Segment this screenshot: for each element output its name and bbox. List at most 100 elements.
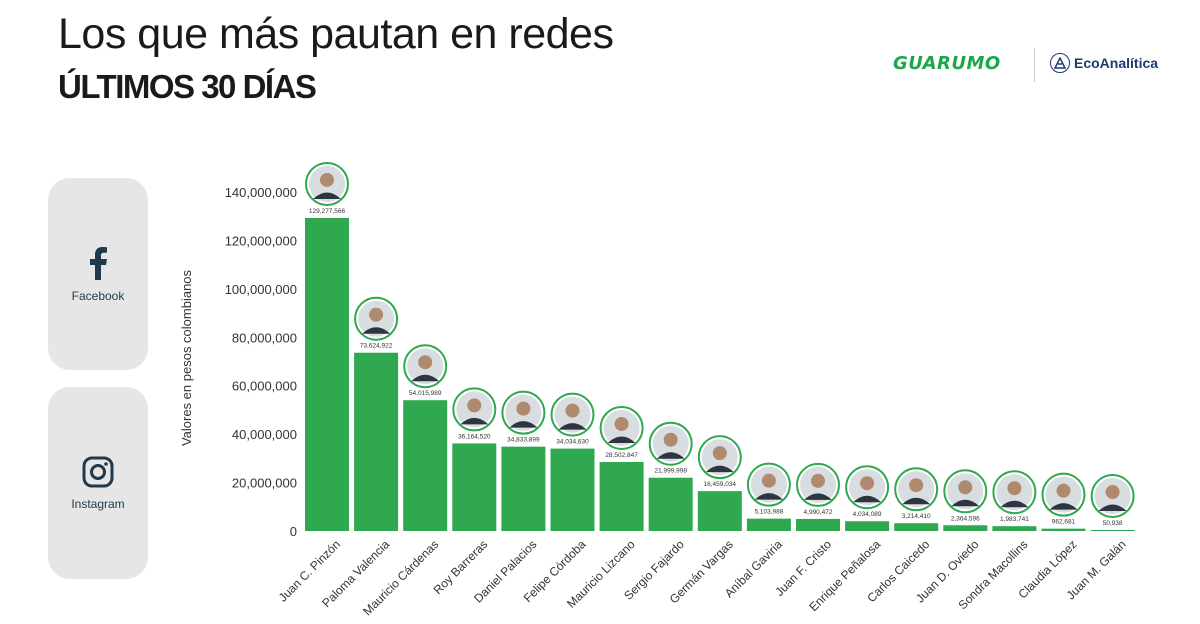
y-tick-label: 40,000,000 [232,427,297,442]
candidate-avatar [992,470,1037,515]
avatar-body [951,499,980,507]
bar-value-label: 21,999,998 [654,468,687,475]
candidate-avatar [403,344,448,389]
candidate-avatar [501,390,546,435]
bar [354,352,399,531]
ecoanalitica-logo-text: EcoAnalítica [1074,55,1159,71]
avatar-body [509,421,538,428]
bar [550,448,595,531]
y-tick-label: 100,000,000 [225,282,297,297]
ecoanalitica-mark-icon [1050,53,1070,73]
candidate-avatar [845,465,890,510]
y-axis: 0 20,000,000 40,000,000 60,000,000 80,000,00… [225,185,297,539]
avatar-head [1056,483,1071,498]
bar [697,491,742,531]
avatar-body [656,452,685,459]
y-tick-label: 140,000,000 [225,185,297,200]
avatar-head [320,172,334,187]
avatar-head [1007,481,1022,496]
avatar-head [1105,485,1120,499]
avatar-body [1000,500,1029,508]
avatar-body [705,465,734,473]
y-tick-label: 0 [290,524,297,539]
avatar-head [467,398,482,413]
bar [1090,530,1135,531]
avatar-body [411,374,440,382]
avatar-body [1098,504,1127,511]
logo-divider [1034,48,1035,82]
bar-value-label: 4,990,472 [804,509,833,516]
avatar-head [712,446,727,461]
avatar-head [811,473,825,488]
bar [943,525,988,531]
avatar-head [418,355,433,370]
bar-value-label: 962,681 [1052,519,1076,526]
bar-value-label: 129,277,566 [309,208,346,215]
avatar-head [369,307,384,322]
avatar-body [902,497,931,505]
bar [648,477,693,531]
instagram-icon [82,456,114,493]
bar-value-label: 36,164,520 [458,433,491,440]
instagram-label: Instagram [71,496,125,511]
candidate-avatar [697,435,742,480]
avatar-head [761,473,776,488]
bar [796,518,840,531]
candidate-avatar [894,467,939,512]
avatar-body [460,417,489,425]
avatar-head [516,401,531,416]
candidate-avatar [599,405,644,450]
facebook-label: Facebook [71,288,125,303]
bar [452,443,497,531]
y-tick-label: 80,000,000 [232,330,297,345]
ecoanalitica-logo: EcoAnalítica [1050,53,1158,73]
avatar-head [909,478,924,493]
bar-value-label: 16,459,034 [704,481,737,488]
bar [746,518,791,531]
candidate-avatar [354,296,399,341]
bar [845,521,890,531]
avatar-head [565,403,580,418]
avatar-body [313,192,341,199]
bar-value-label: 54,015,989 [409,390,442,397]
bar-value-label: 28,502,847 [605,452,638,459]
candidate-avatar [550,392,595,437]
candidate-avatar [452,387,497,432]
bar-value-label: 3,214,410 [902,513,931,520]
candidate-avatar [1090,474,1135,518]
bar-value-label: 73,624,922 [360,343,393,350]
bar [403,400,448,531]
avatar-body [1049,503,1078,510]
avatar-body [362,327,391,334]
candidate-avatar [943,469,988,514]
candidate-avatar [746,462,791,507]
candidate-avatar [648,421,693,466]
instagram-panel: Instagram [48,387,148,579]
avatar-body [607,436,636,443]
bar-value-label: 5,103,988 [754,509,783,516]
bar-value-label: 4,034,089 [853,511,882,518]
bar-value-label: 34,034,630 [556,439,589,446]
bar [305,217,349,531]
candidate-avatar [305,161,349,206]
avatar-body [754,493,783,500]
page-subtitle: ÚLTIMOS 30 DÍAS [58,68,317,105]
bar [992,526,1037,531]
candidate-avatar [796,462,840,507]
y-tick-label: 20,000,000 [232,476,297,491]
candidate-avatar [1041,472,1086,517]
y-tick-label: 60,000,000 [232,379,297,394]
avatar-head [860,476,875,491]
facebook-panel: Facebook [48,178,148,370]
avatar-body [804,493,832,500]
avatar-body [558,423,587,430]
bar [599,461,644,531]
bar-value-label: 50,938 [1103,520,1123,527]
facebook-icon [87,246,109,285]
avatar-head [614,416,629,431]
bar-value-label: 34,833,899 [507,437,540,444]
bars: 129,277,566 73,624,922 54,015,989 36,164,52… [305,161,1135,531]
avatar-head [663,432,678,447]
